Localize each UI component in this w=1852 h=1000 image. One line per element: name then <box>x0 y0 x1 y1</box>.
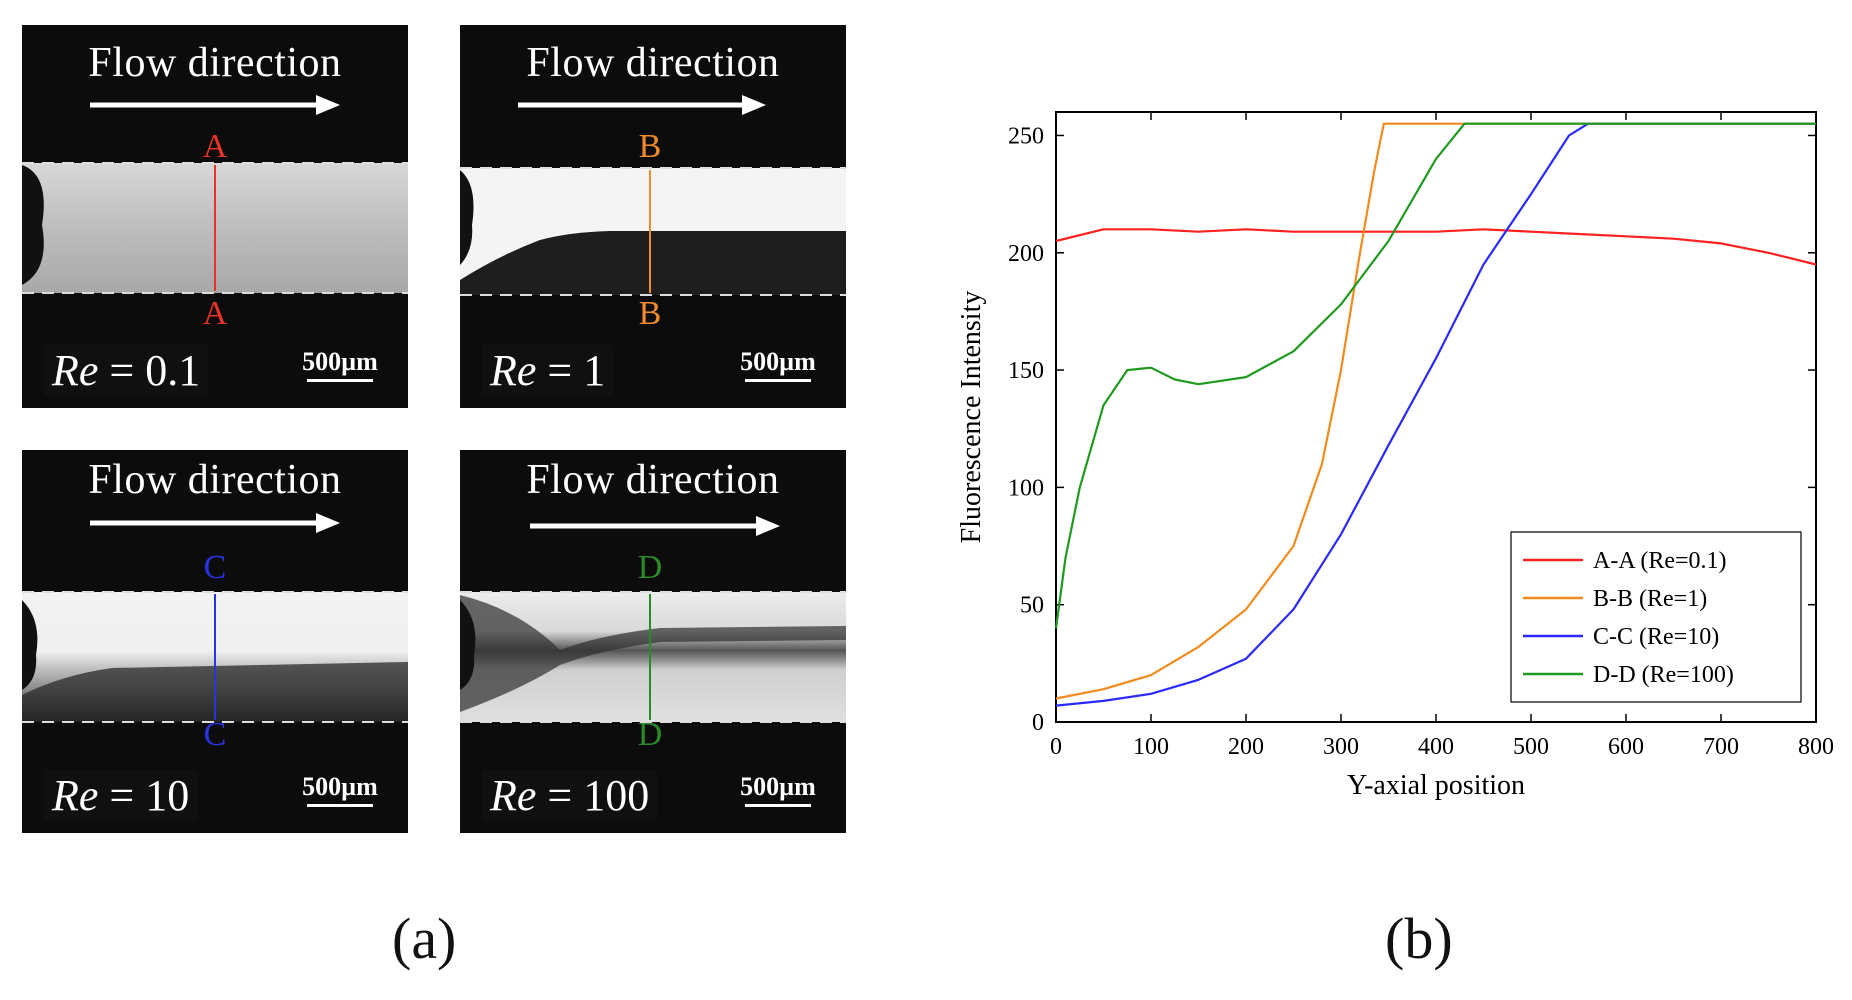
legend-label-2: B-B (Re=1) <box>1593 586 1707 612</box>
section-label-top: C <box>203 549 227 586</box>
micrograph-d-image <box>460 516 846 723</box>
flow-direction-label: Flow direction <box>526 457 780 503</box>
reynolds-label: Re = 1 <box>482 345 614 396</box>
scale-bar: 500µm <box>730 347 826 382</box>
x-tick-label: 0 <box>1050 734 1062 760</box>
x-tick-label: 300 <box>1323 734 1359 760</box>
caption-a: (a) <box>392 906 457 971</box>
y-tick-label: 0 <box>1032 710 1044 736</box>
micrograph-c-image <box>22 513 408 723</box>
flow-direction-label: Flow direction <box>88 457 342 503</box>
micrograph-panel-b: Flow direction B B Re = 1 500µm <box>460 25 846 408</box>
legend-label-3: C-C (Re=10) <box>1593 624 1719 650</box>
x-tick-label: 400 <box>1418 734 1454 760</box>
section-label-bottom: D <box>637 716 663 753</box>
reynolds-label: Re = 10 <box>44 770 198 821</box>
section-label-top: B <box>638 128 662 165</box>
x-tick-label: 100 <box>1133 734 1169 760</box>
reynolds-label: Re = 0.1 <box>44 345 209 396</box>
x-axis-label: Y-axial position <box>1347 770 1525 801</box>
micrograph-panel-c: Flow direction C C Re = 10 500µm <box>22 450 408 833</box>
y-tick-label: 250 <box>1008 123 1044 149</box>
reynolds-label: Re = 100 <box>482 770 658 821</box>
section-label-bottom: B <box>638 295 662 332</box>
section-label-top: A <box>202 128 228 165</box>
micrograph-b-image <box>460 95 846 296</box>
section-label-bottom: A <box>202 295 228 332</box>
intensity-chart: 0 100 200 300 400 500 600 700 800 0 50 100 150 200 250… <box>956 111 1834 801</box>
scale-bar: 500µm <box>292 347 388 382</box>
x-tick-label: 800 <box>1798 734 1834 760</box>
caption-b: (b) <box>1385 906 1453 971</box>
y-axis-label: Fluorescence Intensity <box>956 291 987 544</box>
scale-bar: 500µm <box>292 772 388 807</box>
flow-direction-label: Flow direction <box>526 40 780 86</box>
y-tick-label: 150 <box>1008 358 1044 384</box>
x-tick-label: 200 <box>1228 734 1264 760</box>
legend-label-4: D-D (Re=100) <box>1593 662 1734 688</box>
micrograph-panel-a: Flow direction A A Re = 0.1 500µm <box>22 25 408 408</box>
flow-direction-label: Flow direction <box>88 40 342 86</box>
section-label-bottom: C <box>203 716 227 753</box>
x-tick-label: 700 <box>1703 734 1739 760</box>
x-tick-label: 500 <box>1513 734 1549 760</box>
series-line-4 <box>1054 122 1816 629</box>
micrograph-panel-d: Flow direction D D Re = 100 500µm <box>460 450 846 833</box>
y-tick-label: 50 <box>1020 593 1044 619</box>
y-tick-label: 200 <box>1008 241 1044 267</box>
scale-bar: 500µm <box>730 772 826 807</box>
section-label-top: D <box>637 549 663 586</box>
x-tick-label: 600 <box>1608 734 1644 760</box>
micrograph-a-image <box>22 95 408 294</box>
y-tick-label: 100 <box>1008 475 1044 501</box>
legend-label-1: A-A (Re=0.1) <box>1593 548 1727 574</box>
series-line-1 <box>1055 228 1817 266</box>
